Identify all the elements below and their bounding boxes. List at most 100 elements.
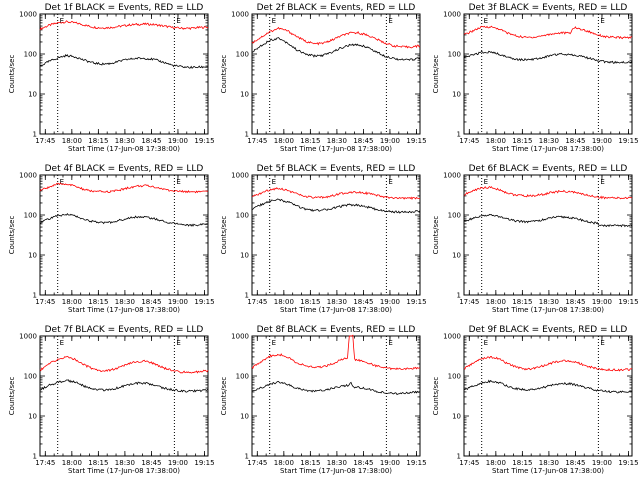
event-marker-label: E (388, 17, 392, 25)
event-marker-label: E (388, 178, 392, 186)
x-tick-label: 19:00 (380, 459, 400, 467)
series-lld-line (251, 334, 421, 371)
y-tick-label: 10 (28, 252, 37, 260)
chart-title: Det 7f BLACK = Events, RED = LLD (45, 325, 204, 335)
y-tick-label: 100 (236, 212, 249, 220)
y-tick-label: 100 (448, 373, 461, 381)
y-tick-label: 100 (24, 212, 37, 220)
y-tick-label: 10 (452, 413, 461, 421)
y-tick-label: 100 (236, 51, 249, 59)
x-tick-label: 19:15 (194, 459, 214, 467)
y-tick-label: 10 (452, 252, 461, 260)
y-tick-label: 100 (448, 212, 461, 220)
x-tick-label: 19:15 (618, 459, 638, 467)
series-lld-line (251, 187, 421, 201)
y-tick-label: 1000 (443, 172, 461, 180)
x-tick-label: 19:00 (592, 459, 612, 467)
series-lld-line (39, 355, 209, 374)
x-tick-label: 19:15 (194, 298, 214, 306)
x-tick-label: 17:45 (247, 459, 267, 467)
x-tick-label: 17:45 (35, 459, 55, 467)
event-marker-label: E (600, 339, 604, 347)
x-tick-label: 18:45 (565, 298, 585, 306)
series-events-line (39, 212, 209, 227)
x-tick-label: 17:45 (247, 137, 267, 145)
x-axis-label: Start Time (17-Jun-08 17:38:00) (68, 306, 180, 314)
plot-frame (39, 335, 209, 457)
event-marker-label: E (272, 178, 276, 186)
x-tick-label: 18:00 (486, 137, 506, 145)
y-axis-label: Counts/sec (8, 55, 16, 94)
x-tick-label: 19:00 (168, 459, 188, 467)
x-tick-label: 18:30 (539, 298, 559, 306)
x-tick-label: 18:15 (88, 298, 108, 306)
plot-frame (251, 174, 421, 296)
y-tick-label: 10 (240, 413, 249, 421)
chart-panel-9: Det 9f BLACK = Events, RED = LLD 1 10 100 10… (432, 325, 639, 475)
x-tick-label: 18:45 (353, 137, 373, 145)
plot-frame (463, 174, 633, 296)
x-tick-label: 19:15 (406, 137, 426, 145)
chart-panel-2: Det 2f BLACK = Events, RED = LLD 1 10 100 10… (220, 3, 427, 153)
x-tick-label: 19:00 (380, 298, 400, 306)
chart-title: Det 8f BLACK = Events, RED = LLD (257, 325, 416, 335)
x-tick-label: 18:30 (327, 298, 347, 306)
event-marker-label: E (60, 339, 64, 347)
chart-panel-1: Det 1f BLACK = Events, RED = LLD 1 10 100 10… (8, 3, 215, 153)
x-tick-label: 18:30 (539, 459, 559, 467)
y-tick-label: 1 (33, 131, 37, 139)
x-tick-label: 17:45 (35, 298, 55, 306)
y-axis-label: Counts/sec (8, 216, 16, 255)
series-lld-line (251, 26, 421, 49)
chart-title: Det 6f BLACK = Events, RED = LLD (469, 164, 628, 174)
event-marker-label: E (176, 178, 180, 186)
series-events-line (251, 380, 421, 396)
chart-panel-8: Det 8f BLACK = Events, RED = LLD 1 10 100 10… (220, 325, 427, 475)
series-events-line (463, 50, 633, 64)
y-tick-label: 1000 (443, 11, 461, 19)
x-tick-label: 17:45 (247, 298, 267, 306)
x-tick-label: 19:00 (168, 137, 188, 145)
series-lld-line (39, 182, 209, 194)
x-tick-label: 18:00 (274, 137, 294, 145)
series-events-line (251, 198, 421, 214)
plot-frame (463, 13, 633, 135)
event-marker-label: E (176, 339, 180, 347)
x-tick-label: 18:30 (327, 137, 347, 145)
series-events-line (463, 379, 633, 394)
event-marker-label: E (272, 17, 276, 25)
y-tick-label: 1000 (19, 11, 37, 19)
chart-title: Det 1f BLACK = Events, RED = LLD (45, 3, 204, 13)
x-tick-label: 19:00 (592, 298, 612, 306)
y-axis-label: Counts/sec (8, 377, 16, 416)
chart-panel-7: Det 7f BLACK = Events, RED = LLD 1 10 100 10… (8, 325, 215, 475)
event-marker-label: E (484, 178, 488, 186)
y-tick-label: 10 (28, 413, 37, 421)
x-tick-label: 19:00 (592, 137, 612, 145)
y-axis-label: Counts/sec (432, 55, 440, 94)
y-tick-label: 1 (33, 453, 37, 461)
x-tick-label: 19:15 (618, 298, 638, 306)
x-tick-label: 19:15 (194, 137, 214, 145)
x-tick-label: 18:00 (62, 298, 82, 306)
series-events-line (39, 54, 209, 69)
series-events-line (39, 379, 209, 393)
series-lld-line (39, 20, 209, 31)
y-axis-label: Counts/sec (220, 216, 228, 255)
x-axis-label: Start Time (17-Jun-08 17:38:00) (280, 306, 392, 314)
event-marker-label: E (484, 339, 488, 347)
x-tick-label: 18:00 (486, 459, 506, 467)
x-tick-label: 18:30 (115, 298, 135, 306)
y-tick-label: 1 (245, 453, 249, 461)
x-tick-label: 17:45 (459, 137, 479, 145)
x-tick-label: 18:00 (274, 298, 294, 306)
event-marker-label: E (272, 339, 276, 347)
chart-title: Det 4f BLACK = Events, RED = LLD (45, 164, 204, 174)
x-tick-label: 18:45 (141, 137, 161, 145)
y-tick-label: 100 (236, 373, 249, 381)
x-tick-label: 18:30 (539, 137, 559, 145)
chart-title: Det 2f BLACK = Events, RED = LLD (257, 3, 416, 13)
plot-frame (39, 174, 209, 296)
